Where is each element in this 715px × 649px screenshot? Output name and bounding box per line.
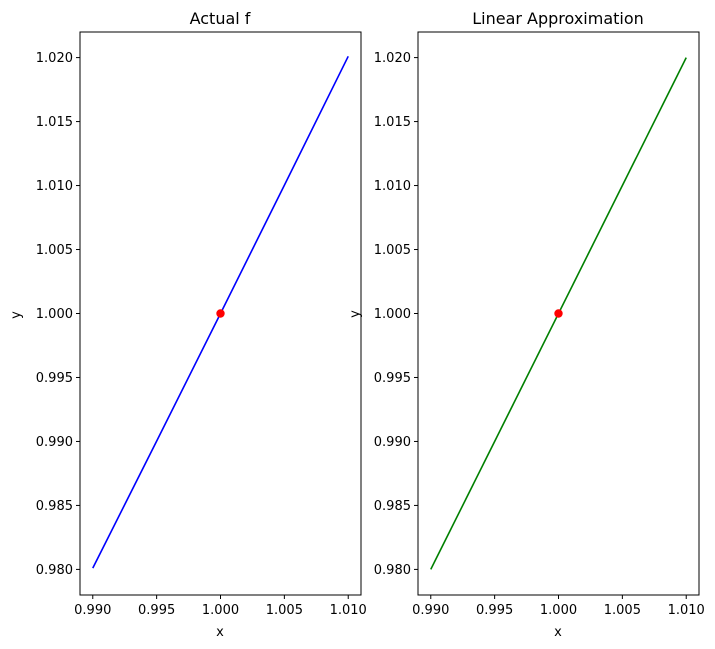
y-tick-label: 1.020	[36, 51, 73, 66]
y-tick-label: 0.985	[36, 499, 73, 514]
data-point	[216, 309, 225, 318]
chart-actual-f: Actual f x y 0.990 0.995 1.000 1.005 1.0100.…	[9, 9, 367, 640]
chart-title: Actual f	[190, 9, 251, 28]
axes-frame	[417, 31, 700, 596]
y-tick-label: 0.980	[374, 563, 411, 578]
x-tick-label: 1.010	[330, 603, 367, 618]
x-axis-label: x	[554, 625, 562, 640]
plot-area	[430, 57, 687, 570]
y-tick-label: 1.000	[374, 307, 411, 322]
x-tick-label: 1.005	[266, 603, 303, 618]
y-axis-label: y	[9, 311, 24, 319]
y-tick-label: 1.000	[36, 307, 73, 322]
axis-ticks: 0.990 0.995 1.000 1.005 1.010 0.980 0.985 0.990…	[36, 51, 367, 618]
x-tick-label: 0.990	[74, 603, 111, 618]
y-tick-label: 1.005	[36, 243, 73, 258]
y-axis-label: y	[348, 310, 363, 318]
x-tick-label: 1.010	[668, 603, 705, 618]
y-tick-label: 0.985	[374, 499, 411, 514]
y-tick-label: 1.005	[374, 243, 411, 258]
x-tick-label: 0.995	[476, 603, 513, 618]
y-tick-label: 0.995	[374, 371, 411, 386]
x-axis-label: x	[216, 625, 224, 640]
y-tick-label: 1.015	[36, 115, 73, 130]
plot-area	[92, 55, 349, 569]
chart-title: Linear Approximation	[472, 9, 644, 28]
y-tick-label: 1.010	[36, 179, 73, 194]
x-tick-label: 1.005	[604, 603, 641, 618]
y-tick-label: 1.010	[374, 179, 411, 194]
x-tick-label: 0.990	[412, 603, 449, 618]
y-tick-label: 0.980	[36, 563, 73, 578]
y-tick-label: 1.020	[374, 51, 411, 66]
y-tick-label: 0.990	[36, 435, 73, 450]
x-tick-label: 0.995	[138, 603, 175, 618]
chart-linear-approximation: Linear Approximation x y 0.990 0.995 1.000…	[348, 9, 705, 640]
axes-frame	[79, 31, 362, 596]
axis-ticks: 0.990 0.995 1.000 1.005 1.010 0.980 0.985 0.990…	[374, 51, 705, 618]
x-tick-label: 1.000	[202, 603, 239, 618]
y-tick-label: 0.995	[36, 371, 73, 386]
data-point	[554, 309, 563, 318]
y-tick-label: 0.990	[374, 435, 411, 450]
x-tick-label: 1.000	[540, 603, 577, 618]
y-tick-label: 1.015	[374, 115, 411, 130]
